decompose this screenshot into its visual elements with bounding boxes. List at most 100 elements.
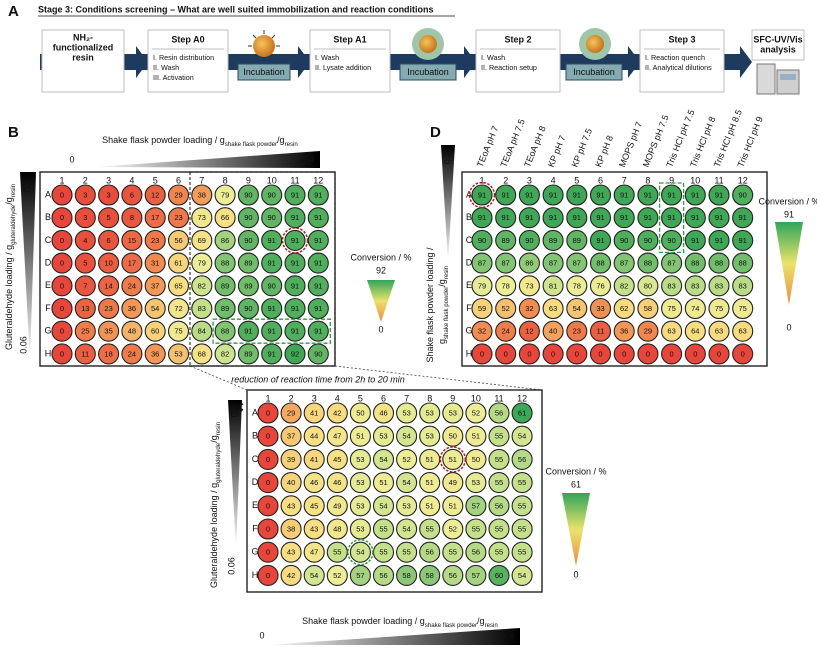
well [542, 229, 564, 251]
column-label: 12 [313, 175, 323, 185]
well-value: 53 [402, 501, 410, 510]
well-value: 86 [525, 259, 533, 268]
start-text: NH₂- [73, 32, 93, 42]
well-value: 50 [449, 432, 457, 441]
label-part: Shake flask powder loading / g [102, 135, 225, 145]
row-label: A [45, 189, 51, 199]
well-value: 56 [426, 548, 434, 557]
well [237, 207, 259, 229]
well [613, 207, 635, 229]
step-item: III. Activation [153, 73, 194, 82]
well-value: 84 [198, 327, 206, 336]
well [74, 320, 96, 342]
loading-wedge [228, 400, 242, 550]
well [518, 275, 540, 297]
well-value: 53 [472, 478, 480, 487]
well [51, 229, 73, 251]
well [442, 495, 464, 517]
well-value: 83 [739, 281, 747, 290]
axis-title: gshake flask powder/gresin [437, 266, 450, 344]
well [419, 472, 441, 494]
well [257, 518, 279, 540]
well-value: 89 [549, 236, 557, 245]
well-value: 78 [573, 281, 581, 290]
well [167, 207, 190, 229]
well [307, 252, 329, 274]
well [471, 275, 493, 297]
well [542, 184, 564, 206]
well [237, 252, 259, 274]
well-value: 91 [268, 349, 276, 358]
well [303, 472, 325, 494]
well [257, 541, 279, 563]
well [518, 207, 540, 229]
well-value: 55 [518, 501, 526, 510]
step-item: II. Reaction setup [481, 63, 537, 72]
well-value: 90 [667, 236, 675, 245]
well-value: 55 [379, 548, 387, 557]
well-value: 51 [426, 455, 434, 464]
well [442, 425, 464, 447]
loading-wedge [265, 628, 520, 645]
axis-title: Shake flask powder loading / gshake flas… [102, 135, 298, 148]
well-value: 0 [266, 408, 270, 417]
well [732, 297, 754, 320]
well [98, 297, 120, 320]
well [471, 252, 493, 274]
incubation-box [399, 63, 457, 81]
well-value: 29 [287, 408, 295, 417]
well [326, 472, 348, 494]
label-part: /g [477, 616, 485, 626]
well-value: 61 [518, 408, 526, 417]
well-value: 0 [266, 524, 270, 533]
condition-label: KP pH 7.5 [570, 127, 595, 169]
well-value: 3 [83, 190, 87, 199]
well [495, 229, 517, 251]
well-value: 37 [151, 281, 159, 290]
well [98, 184, 120, 206]
well [214, 320, 236, 342]
well [471, 207, 493, 229]
well [257, 425, 279, 447]
well-value: 52 [402, 455, 410, 464]
well-value: 90 [244, 213, 252, 222]
well-value: 0 [551, 349, 555, 358]
well [280, 425, 302, 447]
well-value: 32 [525, 304, 533, 313]
well [518, 252, 540, 274]
label-subscript: resin [285, 141, 298, 148]
well [419, 564, 441, 586]
end-text: SFC-UV/Vis [753, 34, 802, 44]
well-value: 54 [310, 571, 318, 580]
well [661, 229, 683, 251]
well-value: 0 [60, 281, 64, 290]
well [237, 275, 259, 297]
well-value: 17 [151, 213, 159, 222]
well-value: 55 [495, 432, 503, 441]
well-value: 3 [83, 213, 87, 222]
well [280, 518, 302, 540]
well [732, 343, 754, 365]
incubation-text: Incubation [407, 67, 449, 77]
well [214, 297, 236, 320]
well [284, 297, 306, 320]
label-subscript: resin [215, 422, 222, 435]
well-value: 91 [715, 236, 723, 245]
well [732, 184, 754, 206]
well [261, 184, 283, 206]
well [191, 207, 213, 229]
row-label: D [466, 257, 473, 267]
well-value: 90 [268, 281, 276, 290]
well-value: 89 [244, 259, 252, 268]
well-value: 39 [287, 455, 295, 464]
well-value: 64 [691, 327, 699, 336]
well-value: 33 [596, 304, 604, 313]
well-value: 58 [402, 571, 410, 580]
well-value: 91 [291, 259, 299, 268]
well-value: 55 [426, 524, 434, 533]
well [566, 252, 588, 274]
well-value: 55 [495, 524, 503, 533]
well [511, 518, 533, 540]
scale-wedge [367, 280, 395, 322]
